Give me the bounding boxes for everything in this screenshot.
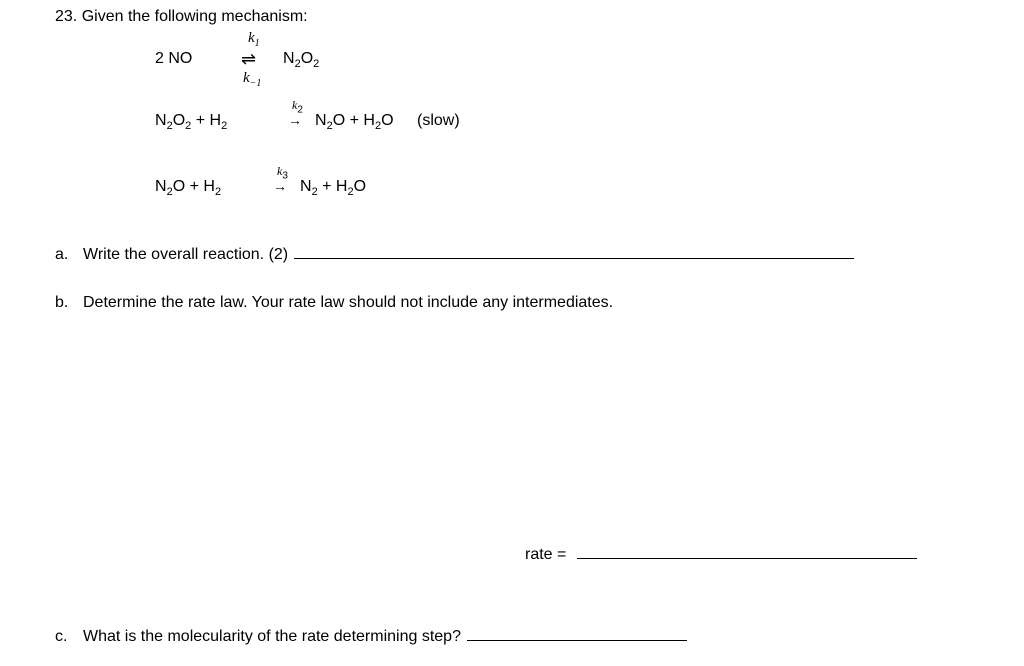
rate-label: rate = (525, 546, 566, 563)
rate-line: rate = (525, 542, 969, 564)
part-b-text: Determine the rate law. Your rate law sh… (83, 294, 613, 312)
part-a-text: Write the overall reaction. (2) (83, 246, 288, 264)
k-subscript: 1 (255, 38, 260, 49)
step2-lhs: N2O2 + H2 (155, 112, 227, 132)
species: H (363, 112, 375, 129)
part-b-label: b. (55, 294, 83, 312)
mechanism-step-3: k3 N2O + H2 → N2 + H2O (155, 174, 969, 212)
species: O (354, 178, 366, 195)
part-c-label: c. (55, 628, 83, 646)
species: N (155, 178, 167, 195)
step3-rhs: N2 + H2O (300, 178, 366, 198)
question-prompt-line: 23. Given the following mechanism: (55, 8, 969, 26)
species: H (336, 178, 348, 195)
k-letter: k (248, 30, 255, 46)
rate-const-k-minus-1: k−1 (243, 70, 261, 89)
species: O (173, 178, 185, 195)
mechanism-step-1: k1 2 NO ⇌ N2O2 k−1 (155, 30, 969, 90)
species: N (315, 112, 327, 129)
subscript: 2 (215, 186, 221, 198)
plus: + (345, 112, 363, 129)
page: 23. Given the following mechanism: k1 2 … (0, 0, 1024, 666)
answer-blank-a[interactable] (294, 242, 854, 259)
step2-rhs: N2O + H2O (315, 112, 394, 132)
part-c: c. What is the molecularity of the rate … (55, 624, 969, 646)
plus: + (191, 112, 209, 129)
arrow-glyph: → (273, 179, 287, 193)
step1-rhs: N2O2 (283, 50, 319, 70)
species: N (155, 112, 167, 129)
mechanism-step-2: k2 N2O2 + H2 → N2O + H2O (slow) (155, 108, 969, 146)
species: O (381, 112, 393, 129)
rate-const-k1: k1 (248, 30, 260, 49)
plus: + (185, 178, 203, 195)
equilibrium-arrow-icon: ⇌ (241, 50, 256, 70)
k-subscript: −1 (250, 78, 262, 89)
species: O (173, 112, 185, 129)
part-a: a. Write the overall reaction. (2) (55, 242, 969, 264)
species: H (210, 112, 222, 129)
forward-arrow-icon: → (273, 178, 287, 196)
subscript: 2 (221, 120, 227, 132)
part-a-label: a. (55, 246, 83, 264)
step2-annotation: (slow) (417, 112, 460, 130)
species-o: O (301, 50, 313, 67)
species: O (333, 112, 345, 129)
part-c-text: What is the molecularity of the rate det… (83, 628, 461, 646)
arrow-glyph: ⇌ (241, 50, 256, 68)
subscript: 2 (313, 58, 319, 70)
mechanism-block: k1 2 NO ⇌ N2O2 k−1 k2 N2O2 + H2 → (155, 30, 969, 212)
k-letter: k (243, 70, 250, 86)
step1-lhs: 2 NO (155, 50, 192, 68)
arrow-glyph: → (288, 113, 302, 127)
answer-blank-rate[interactable] (577, 542, 917, 559)
species: H (203, 178, 215, 195)
species-n: N (283, 50, 295, 67)
question-number: 23. (55, 8, 77, 25)
step3-lhs: N2O + H2 (155, 178, 221, 198)
question-prompt: Given the following mechanism: (82, 8, 308, 25)
plus: + (318, 178, 336, 195)
answer-blank-c[interactable] (467, 624, 687, 641)
part-b: b. Determine the rate law. Your rate law… (55, 294, 969, 312)
species: N (300, 178, 312, 195)
forward-arrow-icon: → (288, 112, 302, 130)
